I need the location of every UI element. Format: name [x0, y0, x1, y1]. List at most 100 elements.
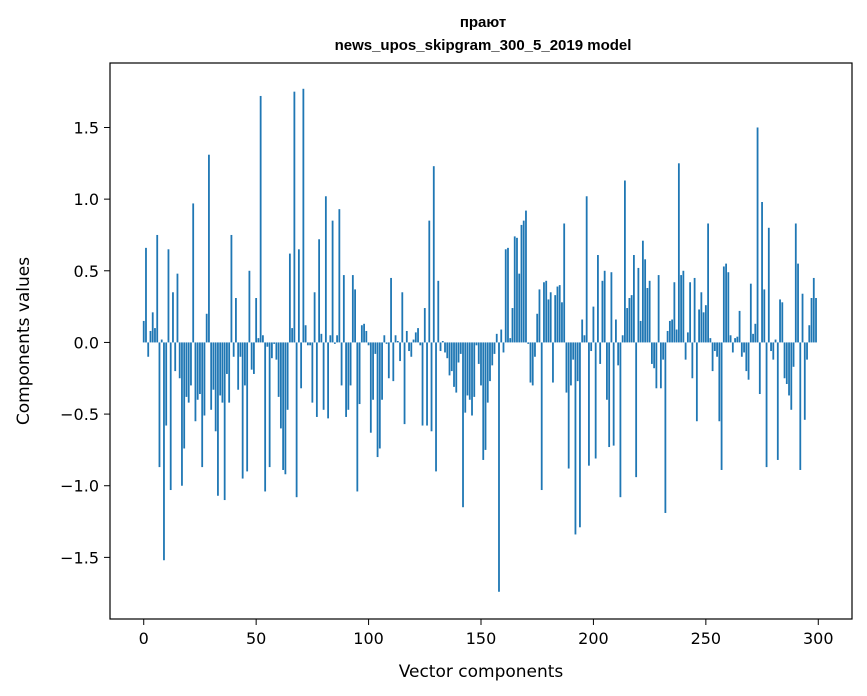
bar-136 — [448, 342, 451, 376]
bar-290 — [794, 223, 797, 343]
bar-252 — [709, 338, 712, 343]
bar-127 — [428, 220, 431, 343]
bar-208 — [610, 272, 613, 343]
bar-20 — [187, 342, 190, 403]
bar-19 — [185, 342, 188, 397]
bar-229 — [657, 275, 660, 343]
bar-266 — [740, 342, 743, 357]
bar-34 — [219, 342, 222, 396]
x-axis-label: Vector components — [399, 662, 564, 682]
bar-292 — [799, 342, 802, 470]
bar-12 — [169, 342, 172, 491]
bar-210 — [615, 319, 617, 343]
bar-49 — [253, 342, 255, 374]
bar-297 — [810, 298, 813, 343]
bar-168 — [520, 224, 523, 343]
bar-81 — [324, 196, 327, 343]
bar-88 — [340, 342, 343, 386]
bar-280 — [772, 342, 775, 360]
bar-273 — [756, 127, 759, 343]
bar-40 — [232, 342, 235, 357]
x-tick-label: 250 — [691, 629, 722, 648]
bar-85 — [333, 342, 336, 344]
bar-261 — [729, 335, 732, 343]
bar-75 — [311, 342, 314, 403]
bar-198 — [588, 342, 590, 466]
bar-153 — [486, 342, 489, 403]
bar-14 — [174, 342, 177, 372]
bar-3 — [149, 330, 152, 343]
x-tick-label: 300 — [803, 629, 834, 648]
bar-132 — [439, 342, 442, 352]
bar-102 — [372, 342, 374, 400]
bar-241 — [684, 342, 687, 360]
bar-258 — [722, 266, 725, 343]
bar-109 — [387, 342, 390, 379]
bar-187 — [563, 223, 566, 343]
bar-31 — [212, 342, 215, 390]
bar-30 — [210, 342, 213, 410]
bar-65 — [288, 253, 291, 343]
bar-63 — [284, 342, 287, 475]
bar-43 — [239, 342, 242, 357]
bar-235 — [671, 319, 674, 343]
bar-298 — [812, 277, 815, 343]
bar-91 — [347, 342, 350, 410]
bar-205 — [603, 270, 606, 343]
bar-44 — [241, 342, 244, 479]
bar-117 — [405, 330, 408, 343]
bar-287 — [788, 342, 790, 396]
bar-220 — [637, 267, 640, 343]
bar-204 — [601, 280, 604, 343]
bar-10 — [165, 342, 168, 426]
bar-274 — [758, 342, 761, 395]
bar-213 — [621, 335, 624, 343]
bar-233 — [666, 330, 669, 343]
bar-157 — [495, 333, 498, 343]
bar-201 — [594, 342, 597, 459]
bar-225 — [648, 280, 651, 343]
bar-242 — [686, 332, 689, 343]
bar-156 — [493, 342, 496, 354]
bar-53 — [262, 335, 264, 343]
bar-222 — [641, 240, 644, 343]
bar-78 — [318, 239, 321, 343]
bar-166 — [516, 237, 518, 343]
bar-209 — [612, 342, 615, 446]
bar-25 — [199, 342, 201, 395]
bar-173 — [531, 342, 534, 386]
bar-234 — [668, 320, 671, 343]
bar-257 — [720, 342, 723, 470]
bar-246 — [695, 342, 698, 422]
bar-190 — [570, 342, 572, 386]
bar-249 — [702, 312, 705, 343]
bar-296 — [808, 325, 811, 343]
bar-52 — [259, 95, 262, 343]
bar-197 — [585, 196, 588, 343]
bar-275 — [761, 202, 763, 343]
chart-title-line1: прают — [460, 14, 506, 31]
bar-193 — [576, 342, 579, 382]
bar-36 — [223, 342, 226, 501]
bar-195 — [581, 319, 584, 343]
bar-142 — [462, 342, 464, 508]
bar-48 — [250, 342, 253, 370]
bar-236 — [673, 282, 676, 343]
bar-291 — [797, 263, 799, 343]
bar-59 — [275, 342, 278, 360]
bar-45 — [244, 342, 246, 386]
bar-203 — [599, 342, 602, 364]
bar-185 — [558, 285, 561, 343]
bar-188 — [565, 342, 568, 393]
bar-160 — [502, 342, 505, 353]
bar-118 — [408, 342, 410, 352]
bar-113 — [396, 341, 399, 343]
y-tick-label: 0.5 — [74, 262, 99, 281]
y-axis-label: Components values — [14, 257, 34, 425]
bar-15 — [176, 273, 179, 343]
bar-256 — [718, 342, 721, 422]
bar-260 — [727, 272, 730, 343]
bar-79 — [320, 333, 323, 343]
bar-200 — [592, 306, 595, 343]
bar-145 — [468, 342, 471, 400]
